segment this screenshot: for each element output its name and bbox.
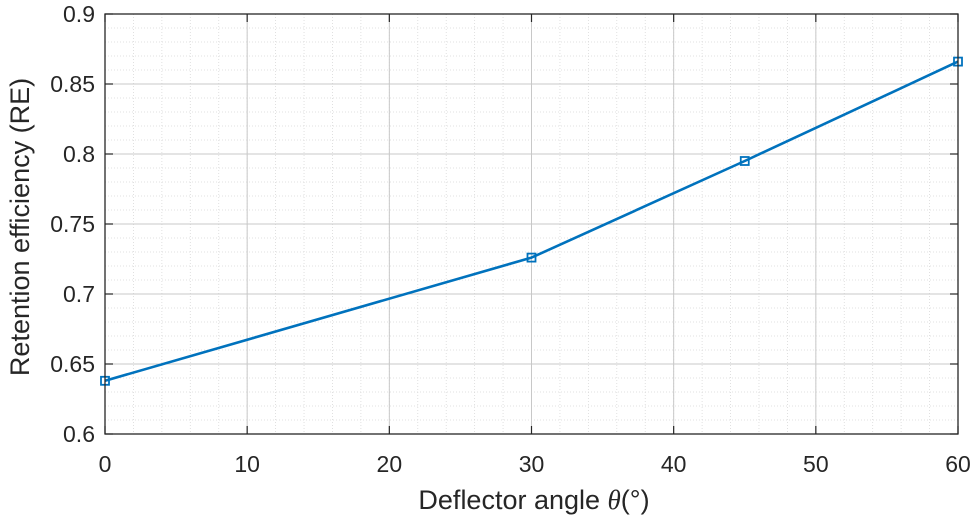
x-tick-label: 20 [377,451,403,477]
x-tick-label: 30 [519,451,545,477]
y-axis-label: Retention efficiency (RE) [5,78,35,376]
x-tick-label: 0 [99,451,112,477]
x-tick-label: 50 [803,451,829,477]
y-tick-label: 0.8 [63,141,95,167]
data-point-marker [526,252,537,263]
y-tick-label: 0.6 [63,421,95,447]
y-tick-label: 0.65 [50,351,95,377]
x-axis-label-suffix: (°) [621,485,650,515]
x-tick-label: 40 [661,451,687,477]
y-tick-labels: 0.6 0.65 0.7 0.75 0.8 0.85 0.9 [50,1,95,447]
major-grid [104,13,959,435]
x-tick-label: 60 [945,451,971,477]
y-tick-label: 0.9 [63,1,95,27]
x-axis-label: Deflector angle θ(°) [418,485,649,515]
x-axis-label-symbol: θ [608,485,621,515]
data-point-marker [739,156,750,166]
y-tick-label: 0.75 [50,211,95,237]
y-tick-label: 0.7 [63,281,95,307]
x-axis-label-prefix: Deflector angle [418,485,607,515]
x-tick-labels: 0 10 20 30 40 50 60 [99,451,971,477]
x-tick-label: 10 [234,451,260,477]
y-tick-label: 0.85 [50,71,95,97]
series-line [104,60,959,383]
tick-marks [104,13,959,435]
